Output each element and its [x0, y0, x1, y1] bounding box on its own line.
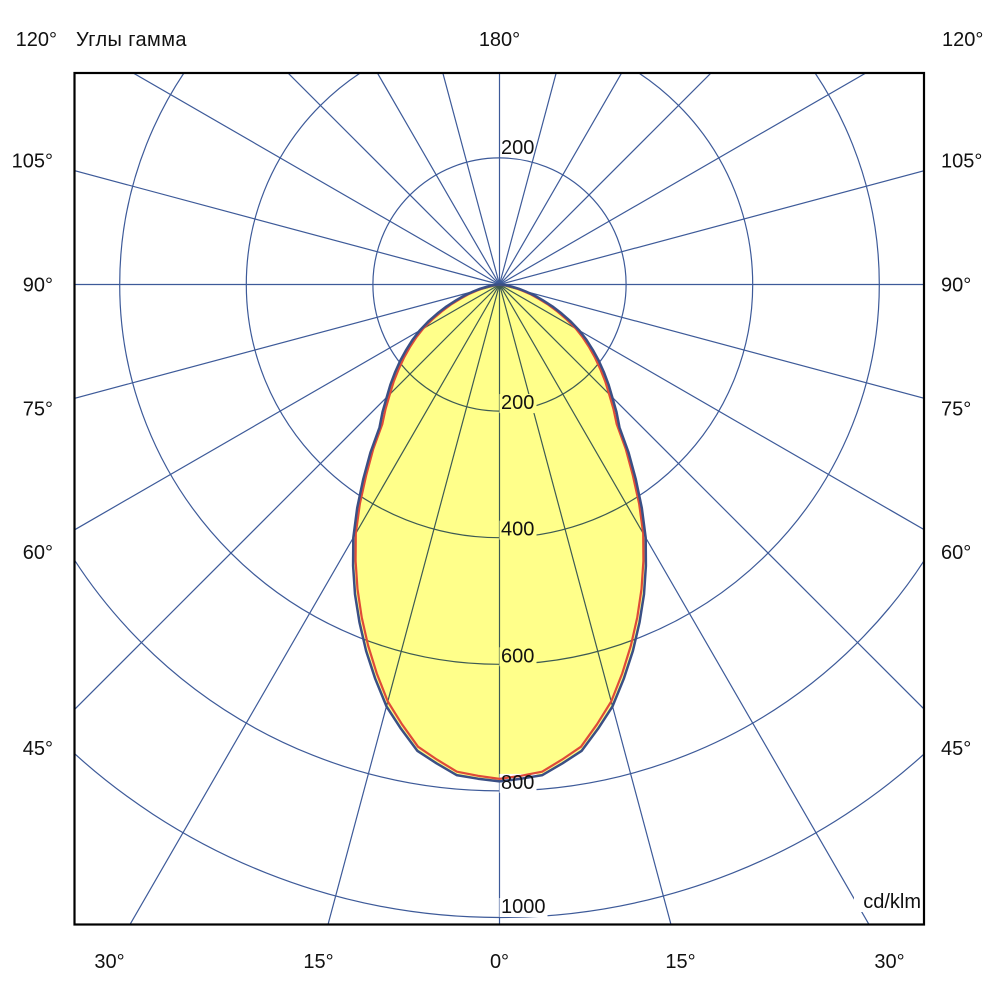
tick-label-800: 800 [501, 772, 534, 794]
unit-label: cd/klm [863, 891, 921, 913]
grid-circle-1000 [74, 752, 924, 918]
grid-ray-105 [499, 170, 924, 286]
curve-c90 [354, 283, 645, 780]
tick-label-600: 600 [501, 645, 534, 667]
angle-label-left-45: 45° [23, 738, 53, 760]
grid-ray-225 [287, 73, 500, 285]
grid-ray-285 [74, 283, 500, 399]
grid-ray-45 [499, 284, 924, 710]
tick-label-bg-1000 [499, 898, 548, 917]
grid-ray-255 [74, 170, 500, 286]
angle-label-right-90: 90° [941, 275, 971, 297]
grid-ray-195 [442, 73, 501, 285]
tick-label-boxes-outer [499, 773, 924, 917]
angle-label-corner-left-120: 120° [16, 29, 57, 51]
grid-ray-315 [74, 284, 500, 711]
unit-label-bg [854, 892, 924, 912]
angle-label-bottom-l30: 30° [94, 951, 124, 973]
angle-label-left-105: 105° [12, 150, 53, 172]
angle-label-top-180: 180° [479, 29, 520, 51]
angle-label-bottom-0: 0° [490, 951, 509, 973]
angle-label-right-45: 45° [941, 738, 971, 760]
grid-ray-300 [74, 283, 500, 531]
angle-label-bottom-r30: 30° [874, 951, 904, 973]
angle-label-right-105: 105° [941, 150, 982, 172]
tick-label-1000: 1000 [501, 896, 546, 918]
tick-label-top-200: 200 [501, 137, 534, 159]
grid-ray-120 [499, 73, 868, 286]
grid-ray-210 [376, 73, 501, 285]
diagram-title: Углы гамма [76, 29, 187, 51]
chart-labels: 200 200 400 600 800 1000 cd/klm 180° 120° 120° 105… [12, 29, 984, 973]
grid-ray-75 [499, 283, 924, 399]
tick-label-200: 200 [501, 392, 534, 414]
grid-ray-165 [498, 73, 557, 285]
angle-label-left-90: 90° [23, 275, 53, 297]
grid-ray-150 [498, 73, 623, 285]
curve-c0 [351, 283, 648, 783]
angle-label-left-60: 60° [23, 542, 53, 564]
angle-label-left-75: 75° [23, 399, 53, 421]
angle-label-right-75: 75° [941, 399, 971, 421]
angle-label-corner-right-120: 120° [942, 29, 983, 51]
angle-label-right-60: 60° [941, 542, 971, 564]
grid-ray-240 [131, 73, 500, 286]
distribution-fill [353, 284, 646, 782]
grid-ray-60 [499, 283, 924, 531]
grid-ray-135 [499, 73, 712, 285]
plot-border [73, 71, 926, 926]
angle-label-bottom-l15: 15° [303, 951, 333, 973]
angle-label-bottom-r15: 15° [665, 951, 695, 973]
tick-label-400: 400 [501, 519, 534, 541]
